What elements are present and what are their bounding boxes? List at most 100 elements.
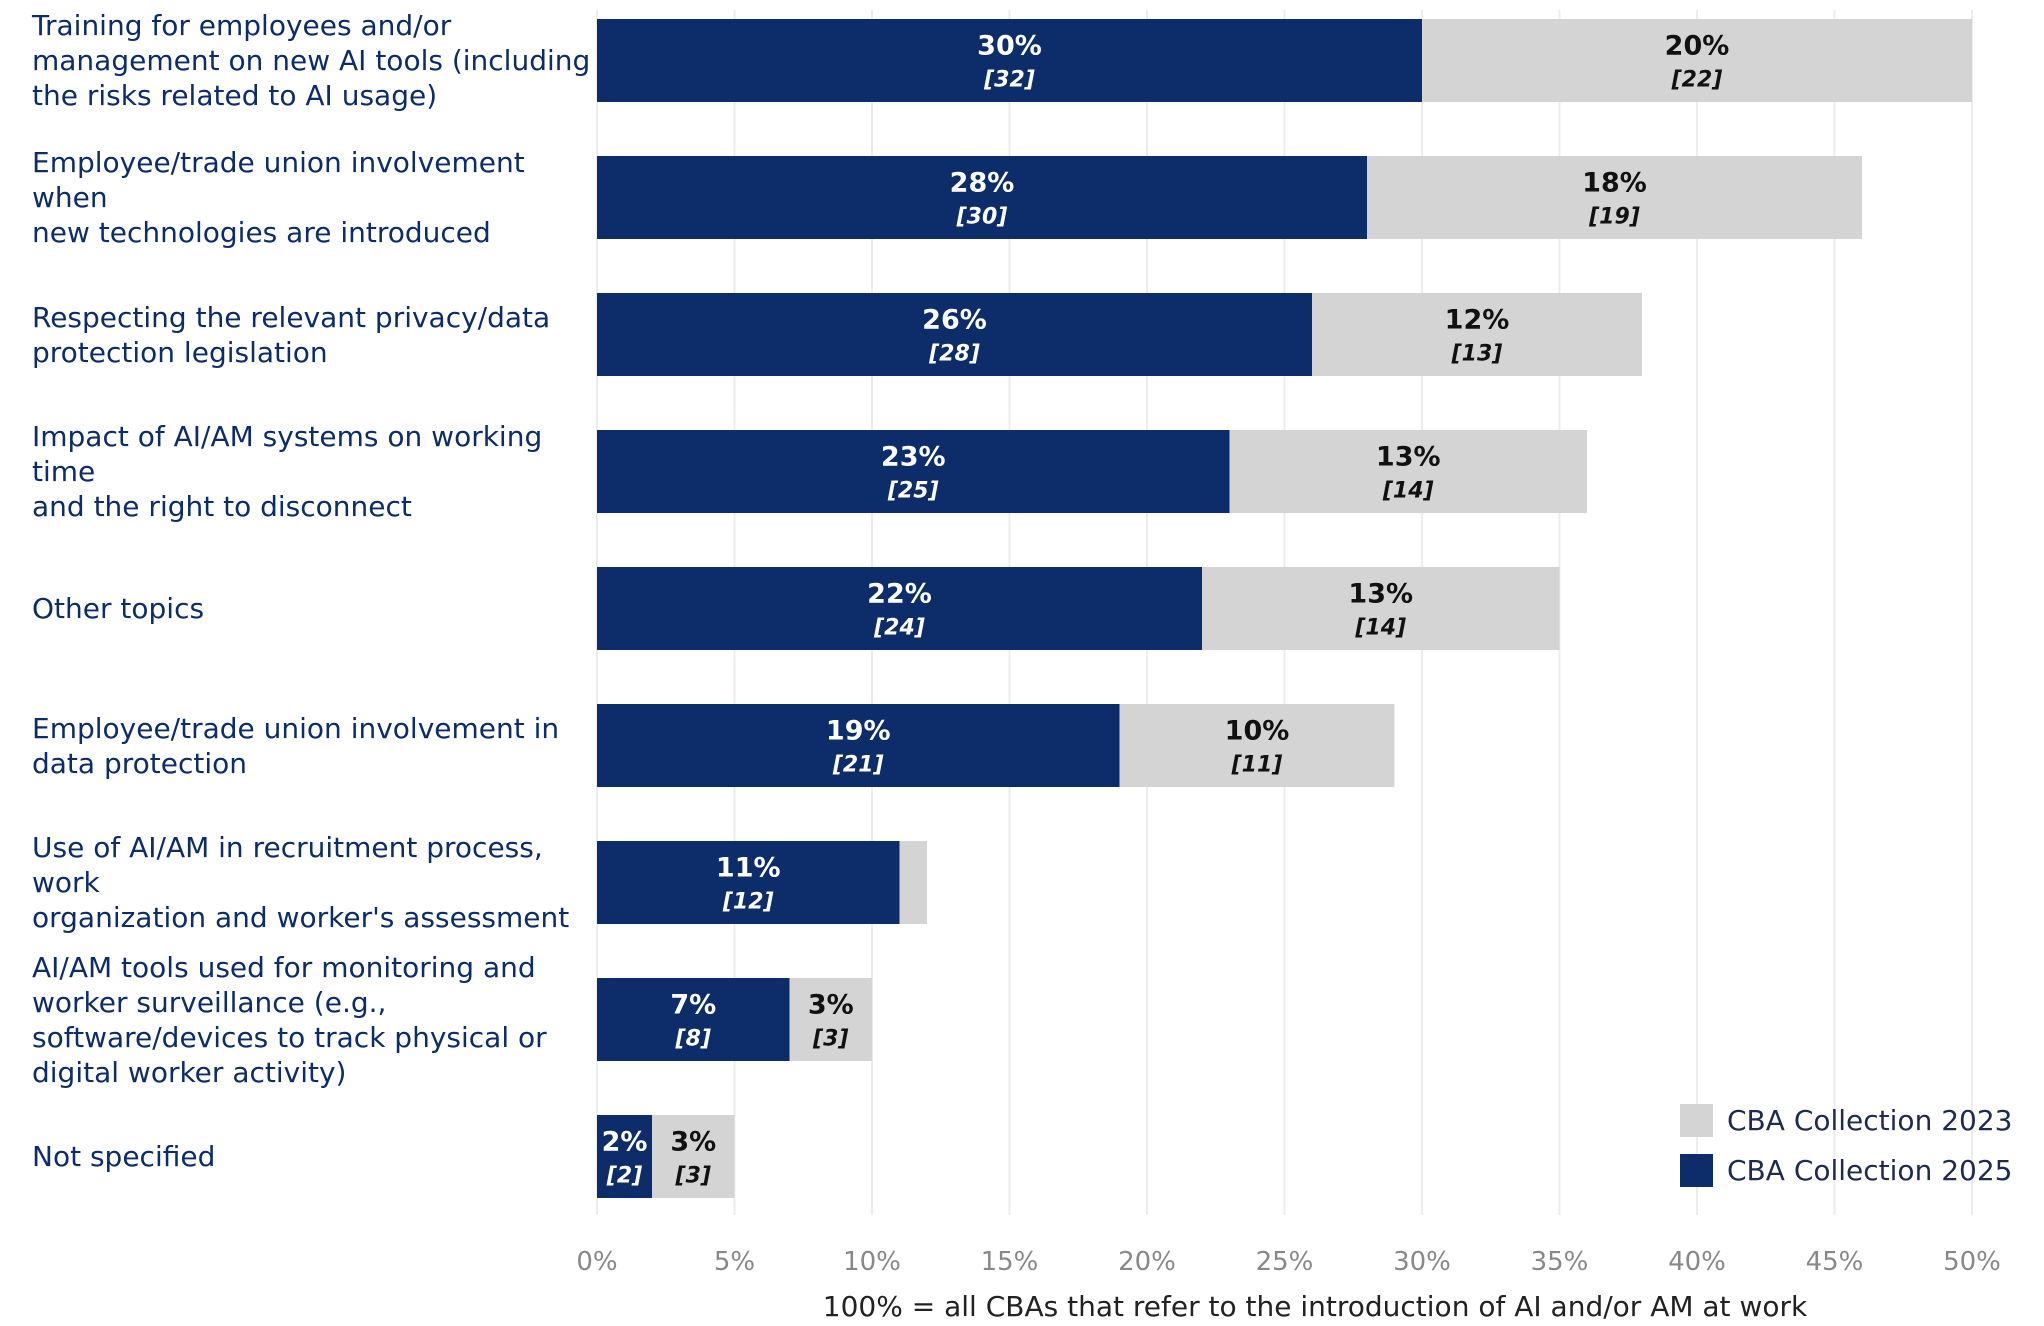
bar-2023 (652, 1115, 735, 1198)
category-label-text: AI/AM tools used for monitoring and worke… (32, 950, 547, 1090)
bar-2025 (597, 978, 790, 1061)
x-tick-label: 50% (1943, 1247, 2001, 1277)
value-label-2025: 19% (826, 716, 891, 747)
value-label-2023: 3% (670, 1127, 716, 1158)
value-label-2023: 3% (808, 990, 854, 1021)
legend: CBA Collection 2023 CBA Collection 2025 (1680, 1095, 2012, 1195)
value-label-2025: 26% (922, 305, 987, 336)
count-label-2023: [14] (1382, 479, 1434, 504)
category-label-text: Other topics (32, 591, 204, 626)
category-label-line: digital worker activity) (32, 1055, 347, 1089)
count-label-2023: [14] (1354, 616, 1406, 641)
bar-2025 (597, 567, 1202, 650)
value-label-2023: 13% (1376, 442, 1441, 473)
legend-label-2025: CBA Collection 2025 (1727, 1153, 2013, 1187)
count-label-2023: [13] (1451, 342, 1503, 367)
count-label-2023: [22] (1671, 68, 1723, 93)
category-label: Training for employees and/or management … (32, 8, 597, 113)
x-tick-label: 15% (981, 1247, 1039, 1277)
category-label: AI/AM tools used for monitoring and worke… (32, 950, 597, 1090)
x-tick-label: 45% (1806, 1247, 1864, 1277)
bar-2025 (597, 293, 1312, 376)
value-label-2023: 13% (1348, 579, 1413, 610)
count-label-2023: [3] (675, 1164, 711, 1189)
category-label-line: Training for employees and/or (32, 9, 452, 42)
count-label-2025: [12] (722, 890, 774, 915)
x-axis-label: 100% = all CBAs that refer to the introd… (822, 1290, 1808, 1323)
count-label-2025: [2] (606, 1164, 642, 1189)
legend-swatch-2023 (1680, 1103, 1713, 1137)
value-label-2023: 10% (1225, 716, 1290, 747)
value-label-2025: 7% (670, 990, 716, 1021)
category-label-line: AI/AM tools used for monitoring and (32, 950, 536, 984)
bar-2025 (597, 19, 1422, 102)
bar-2023 (1119, 704, 1395, 787)
value-label-2025: 22% (867, 579, 932, 610)
value-label-2025: 30% (977, 31, 1042, 62)
value-label-2023: 18% (1582, 168, 1647, 199)
bar-2023 (1202, 567, 1560, 650)
count-label-2023: [19] (1588, 205, 1640, 230)
value-label-2025: 23% (881, 442, 946, 473)
category-label: Impact of AI/AM systems on working time a… (32, 420, 597, 523)
category-label-line: the risks related to AI usage) (32, 79, 438, 112)
count-label-2025: [21] (832, 753, 884, 778)
legend-item-2023: CBA Collection 2023 (1680, 1095, 2012, 1145)
count-label-2025: [8] (675, 1027, 711, 1052)
category-label: Not specified (32, 1115, 597, 1198)
x-tick-label: 0% (576, 1247, 617, 1277)
count-label-2025: [25] (887, 479, 939, 504)
x-tick-label: 25% (1256, 1247, 1314, 1277)
category-label-line: data protection (32, 746, 248, 780)
category-label-text: Not specified (32, 1139, 215, 1174)
category-label: Other topics (32, 567, 597, 650)
category-label-text: Employee/trade union involvement in data … (32, 711, 559, 781)
count-label-2025: [30] (956, 205, 1008, 230)
value-label-2023: 12% (1445, 305, 1510, 336)
category-label-line: protection legislation (32, 335, 328, 369)
category-label-line: new technologies are introduced (32, 216, 491, 249)
category-label-text: Impact of AI/AM systems on working time a… (32, 419, 597, 524)
value-label-2025: 11% (716, 853, 781, 884)
category-label-line: Employee/trade union involvement when (32, 146, 525, 214)
value-label-2023: 20% (1665, 31, 1730, 62)
category-label-line: Impact of AI/AM systems on working time (32, 420, 543, 488)
bar-2023 (789, 978, 872, 1061)
category-label: Respecting the relevant privacy/data prot… (32, 293, 597, 376)
category-label-line: Employee/trade union involvement in (32, 711, 560, 745)
category-label: Employee/trade union involvement in data … (32, 704, 597, 787)
bar-2023 (899, 841, 927, 924)
category-label-line: management on new AI tools (including (32, 44, 591, 77)
category-label: Use of AI/AM in recruitment process, wor… (32, 831, 597, 934)
bar-2025 (597, 704, 1120, 787)
count-label-2025: [28] (928, 342, 980, 367)
bar-2025 (597, 841, 900, 924)
bar-2023 (1229, 430, 1587, 513)
x-tick-label: 30% (1393, 1247, 1451, 1277)
bar-2023 (1312, 293, 1642, 376)
bar-2025 (597, 430, 1230, 513)
category-label-text: Use of AI/AM in recruitment process, wor… (32, 830, 597, 935)
category-label-line: Use of AI/AM in recruitment process, wor… (32, 831, 543, 899)
x-tick-label: 5% (714, 1247, 755, 1277)
x-tick-label: 20% (1118, 1247, 1176, 1277)
count-label-2023: [3] (812, 1027, 848, 1052)
x-tick-label: 35% (1531, 1247, 1589, 1277)
legend-item-2025: CBA Collection 2025 (1680, 1145, 2012, 1195)
legend-label-2023: CBA Collection 2023 (1727, 1103, 2013, 1137)
legend-swatch-2025 (1680, 1153, 1713, 1187)
category-label-text: Respecting the relevant privacy/data prot… (32, 300, 550, 370)
category-label-line: Respecting the relevant privacy/data (32, 300, 551, 334)
category-label-line: worker surveillance (e.g., (32, 985, 387, 1019)
category-label-text: Training for employees and/or management … (32, 8, 590, 113)
category-label: Employee/trade union involvement when new… (32, 146, 597, 249)
category-label-text: Employee/trade union involvement when new… (32, 145, 597, 250)
category-label-line: organization and worker's assessment (32, 901, 570, 934)
bar-2023 (1422, 19, 1972, 102)
category-label-line: Not specified (32, 1140, 216, 1173)
category-label-line: and the right to disconnect (32, 490, 412, 523)
bar-2023 (1367, 156, 1862, 239)
bar-2025 (597, 1115, 652, 1198)
count-label-2023: [11] (1231, 753, 1283, 778)
bar-2025 (597, 156, 1367, 239)
